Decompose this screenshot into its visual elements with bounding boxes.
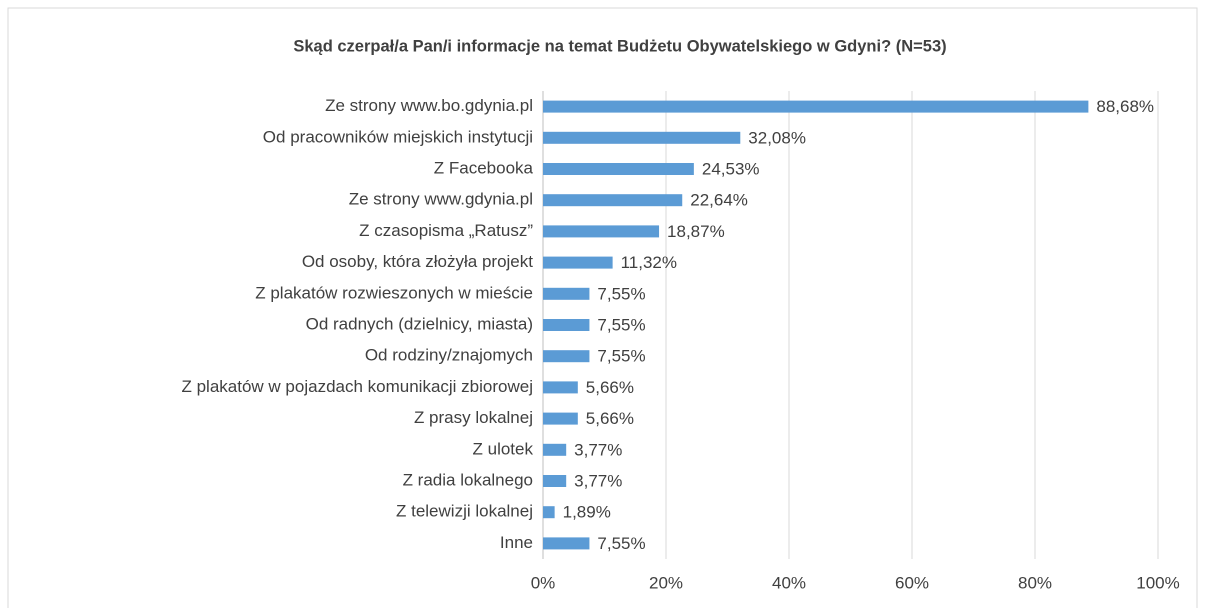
category-label: Od pracowników miejskich instytucji <box>263 127 533 146</box>
category-label: Od osoby, która złożyła projekt <box>302 252 533 271</box>
value-label: 22,64% <box>690 191 748 210</box>
value-label: 1,89% <box>563 503 611 522</box>
x-tick-label: 100% <box>1136 573 1179 592</box>
bar <box>543 537 590 550</box>
bar <box>543 256 613 269</box>
category-label: Ze strony www.bo.gdynia.pl <box>325 96 533 115</box>
bar <box>543 412 578 425</box>
category-label: Z telewizji lokalnej <box>396 502 533 521</box>
value-label: 3,77% <box>574 471 622 490</box>
category-label: Od rodziny/znajomych <box>365 346 533 365</box>
x-tick-label: 0% <box>531 573 556 592</box>
value-label: 7,55% <box>597 347 645 366</box>
category-label: Od radnych (dzielnicy, miasta) <box>306 314 533 333</box>
value-label: 88,68% <box>1096 97 1154 116</box>
bar <box>543 163 694 175</box>
x-tick-label: 40% <box>772 573 806 592</box>
bar <box>543 131 741 144</box>
x-tick-label: 80% <box>1018 573 1052 592</box>
category-label: Z radia lokalnego <box>403 470 533 489</box>
value-label: 18,87% <box>667 222 725 241</box>
value-label: 24,53% <box>702 159 760 178</box>
value-label: 7,55% <box>597 534 645 553</box>
bar <box>543 194 683 207</box>
bar <box>543 506 555 519</box>
bar <box>543 100 1089 113</box>
category-label: Ze strony www.gdynia.pl <box>349 190 533 209</box>
value-label: 5,66% <box>586 409 634 428</box>
bar <box>543 381 578 394</box>
x-tick-label: 60% <box>895 573 929 592</box>
value-label: 5,66% <box>586 378 634 397</box>
bar <box>543 319 590 331</box>
value-label: 32,08% <box>748 128 806 147</box>
value-label: 7,55% <box>597 315 645 334</box>
bar <box>543 443 567 456</box>
category-label: Z ulotek <box>473 439 534 458</box>
category-label: Z Facebooka <box>434 158 534 177</box>
value-label: 11,32% <box>621 253 677 272</box>
category-label: Inne <box>500 533 533 552</box>
value-label: 7,55% <box>597 284 645 303</box>
bar <box>543 475 567 487</box>
category-label: Z plakatów rozwieszonych w mieście <box>255 283 533 302</box>
x-tick-label: 20% <box>649 573 683 592</box>
category-label: Z plakatów w pojazdach komunikacji zbior… <box>182 377 534 396</box>
chart-title: Skąd czerpał/a Pan/i informacje na temat… <box>293 37 946 55</box>
bar <box>543 350 590 363</box>
category-label: Z prasy lokalnej <box>414 408 533 427</box>
category-label: Z czasopisma „Ratusz” <box>359 221 533 240</box>
bar <box>543 225 660 238</box>
value-label: 3,77% <box>574 440 622 459</box>
bar <box>543 287 590 300</box>
